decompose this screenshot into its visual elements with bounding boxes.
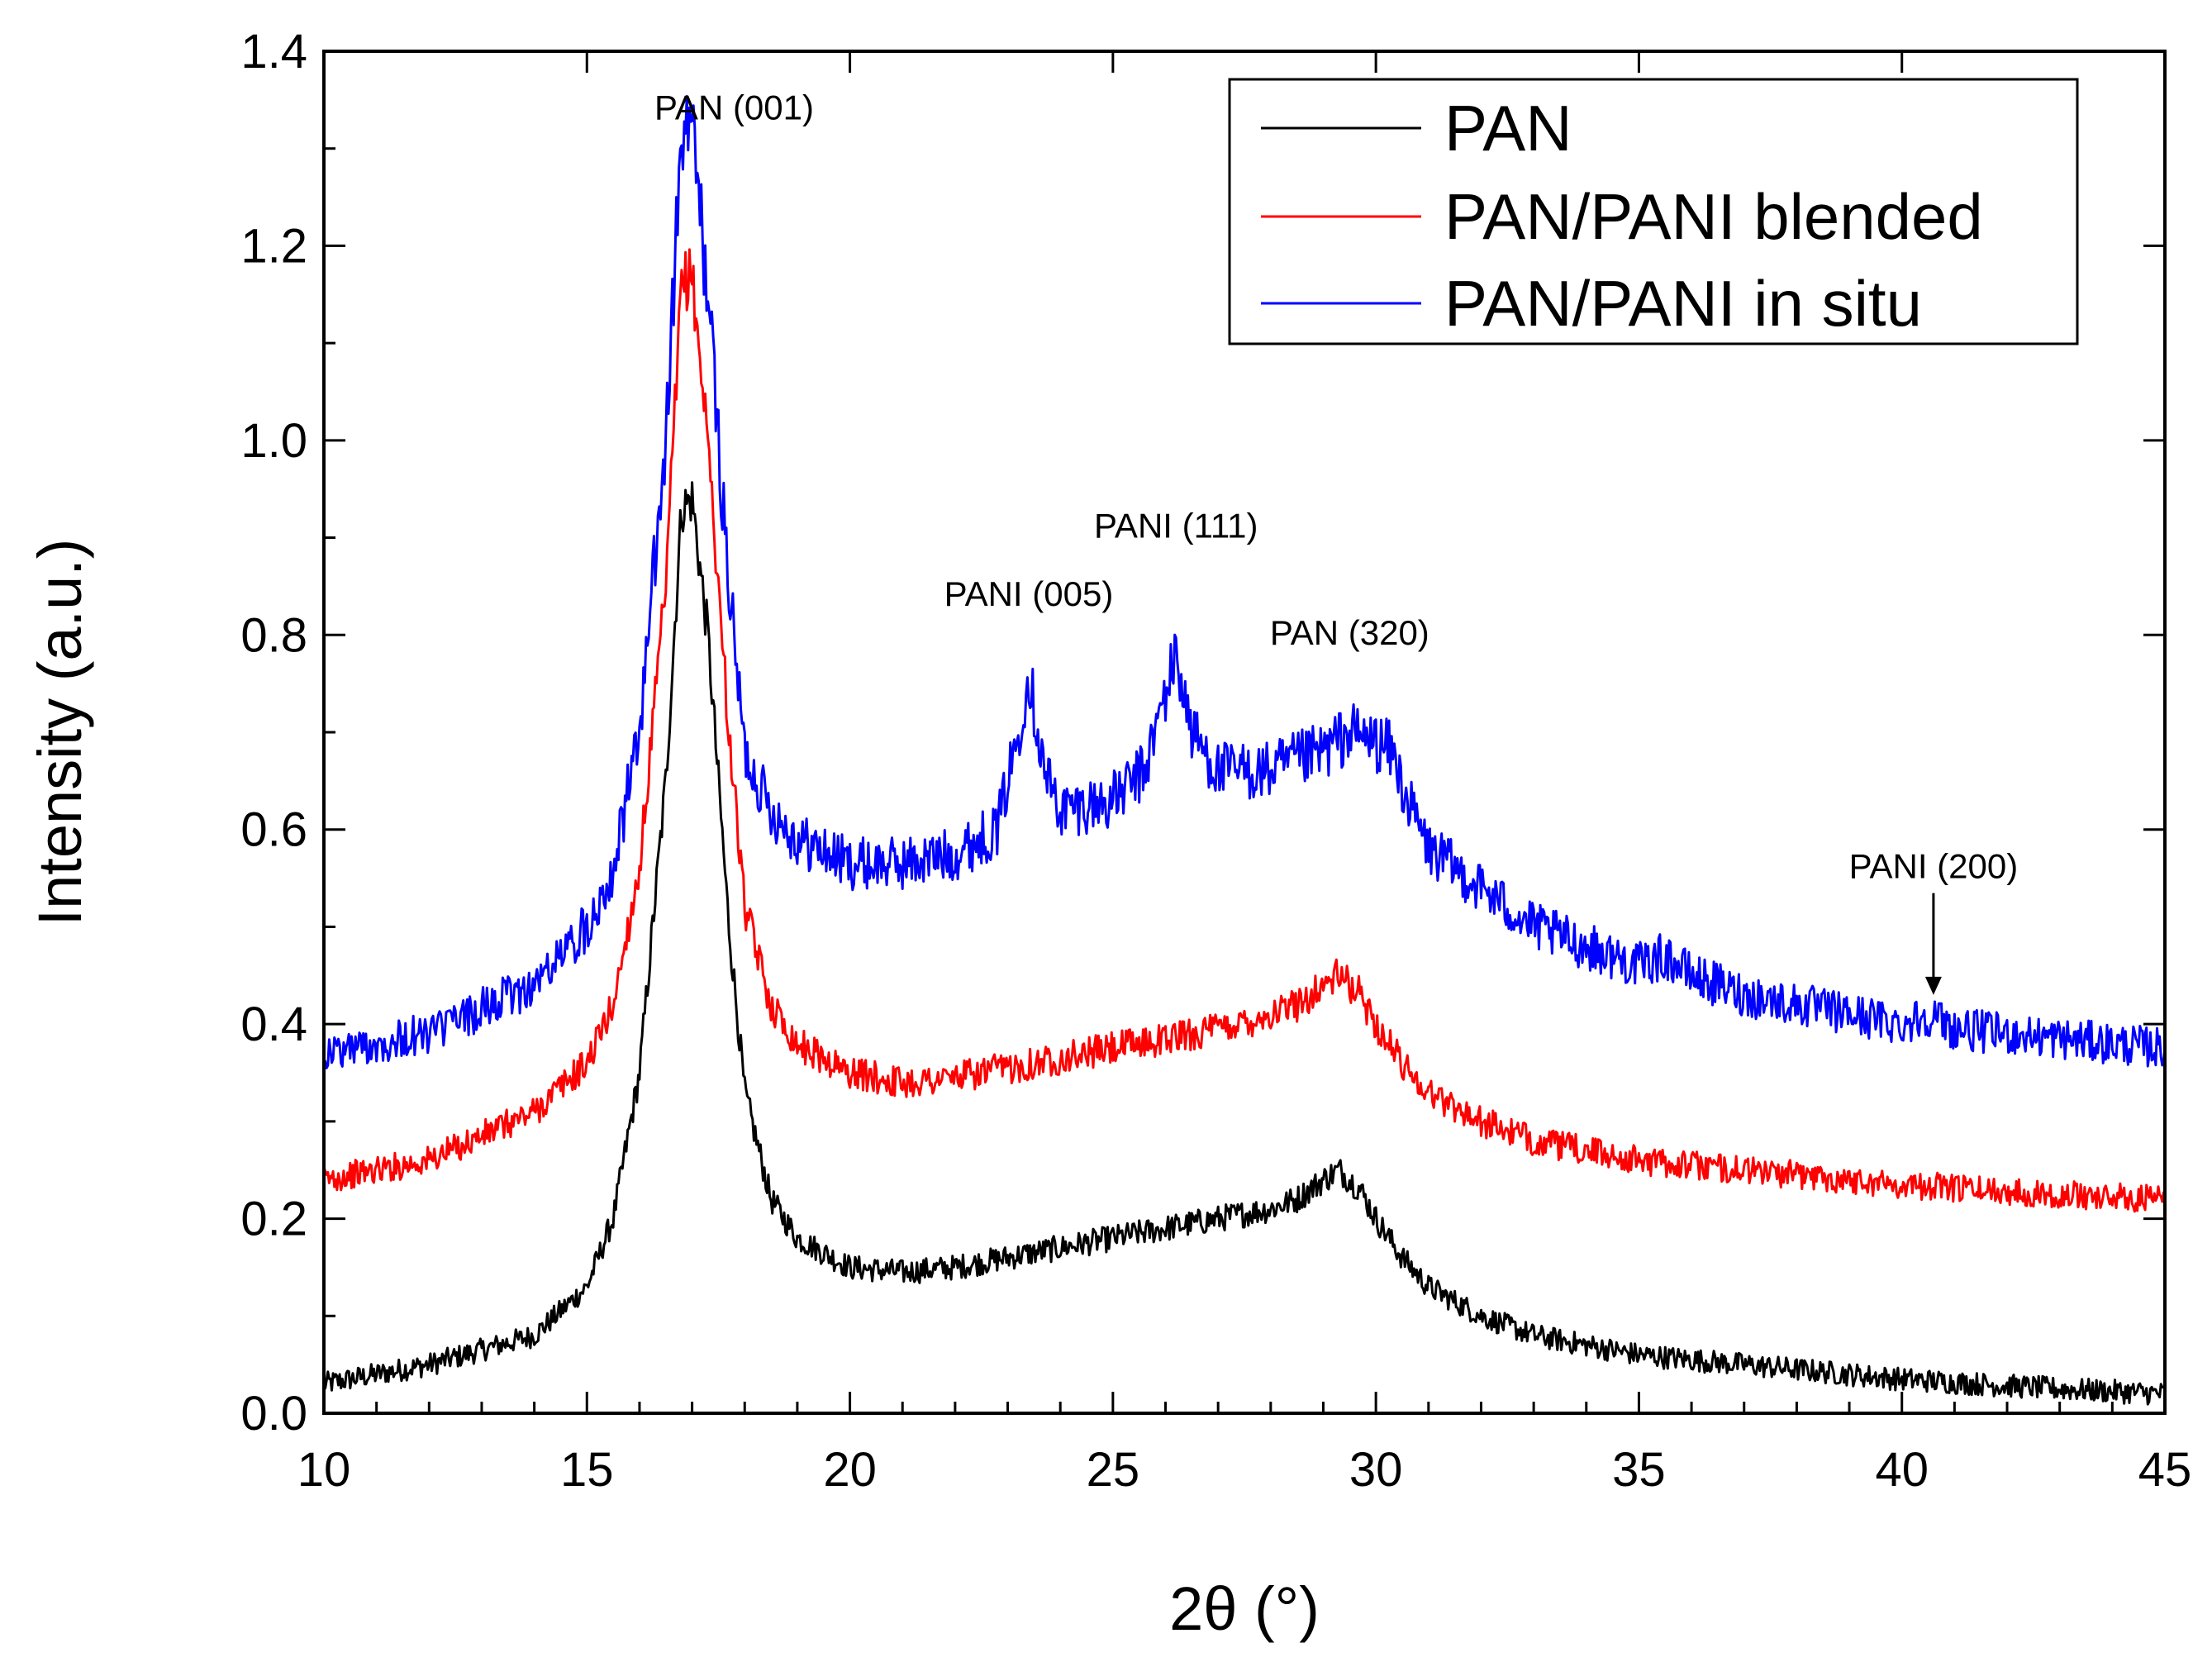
peak-annotation: PAN (320)	[1270, 613, 1429, 652]
y-axis-title: Intensity (a.u.)	[26, 539, 94, 926]
y-tick-label: 1.4	[240, 25, 307, 79]
plot-frame	[322, 50, 2167, 1415]
x-axis-title: 2θ (°)	[1169, 1574, 1320, 1643]
peak-annotation: PANI (111)	[1094, 507, 1258, 545]
x-tick-label: 15	[560, 1443, 614, 1497]
peak-annotation: PANI (005)	[944, 574, 1114, 613]
peak-annotation: PANI (200)	[1849, 847, 2019, 886]
y-tick-label: 1.2	[240, 219, 307, 273]
axis-ticks: 10 15 20 25 30 35 40 45 0.0 0.2 0.4 0.6 0.8 1.0 1.2 1.4	[240, 25, 2191, 1497]
peak-annotations: PAN (001) PANI (005) PANI (111) PAN (320) PA…	[654, 88, 2019, 995]
x-tick-label: 45	[2138, 1443, 2192, 1497]
y-tick-label: 0.8	[240, 608, 307, 662]
y-tick-label: 1.0	[240, 414, 307, 468]
y-tick-label: 0.0	[240, 1387, 307, 1441]
legend-label-pan: PAN	[1444, 92, 1572, 164]
annotation-arrow-head	[1924, 976, 1942, 995]
legend-box	[1228, 78, 2079, 345]
series-line-1	[322, 248, 2167, 1213]
x-tick-label: 30	[1349, 1443, 1403, 1497]
x-tick-label: 10	[297, 1443, 351, 1497]
y-tick-label: 0.6	[240, 803, 307, 857]
series-lines	[322, 95, 2167, 1406]
peak-annotation: PAN (001)	[654, 88, 814, 126]
legend-label-pan-pani-blended: PAN/PANI blended	[1444, 180, 1983, 253]
series-line-0	[322, 481, 2166, 1406]
y-tick-label: 0.2	[240, 1193, 307, 1246]
x-tick-label: 20	[823, 1443, 877, 1497]
legend: PAN PAN/PANI blended PAN/PANI in situ	[1228, 78, 2079, 345]
x-tick-label: 25	[1087, 1443, 1140, 1497]
legend-label-pan-pani-in-situ: PAN/PANI in situ	[1444, 267, 1922, 340]
y-tick-label: 0.4	[240, 998, 307, 1051]
series-line-2	[322, 95, 2167, 1069]
x-tick-label: 40	[1875, 1443, 1929, 1497]
x-tick-label: 35	[1612, 1443, 1666, 1497]
